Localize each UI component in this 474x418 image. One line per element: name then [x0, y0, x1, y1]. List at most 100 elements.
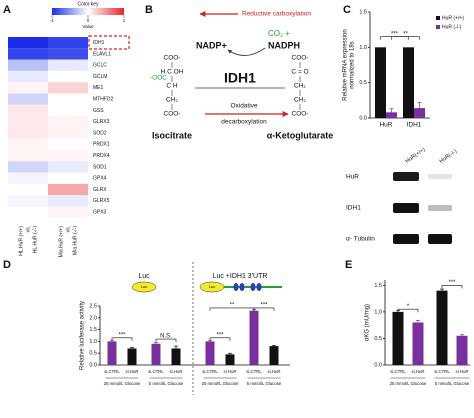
blot-row-label: α- Tubulin — [346, 236, 375, 243]
heatmap-cell — [8, 104, 48, 117]
gene-label: PRDX1 — [93, 142, 110, 148]
y-tick-label: 1.0 — [89, 339, 97, 345]
gene-label: ME1 — [93, 85, 104, 91]
x-tick-label: si.CTRL — [434, 369, 450, 374]
heatmap-cell — [8, 206, 48, 218]
y-tick-label: 0.5 — [374, 336, 382, 342]
group-label: 5 mmol/L Glucose — [435, 381, 470, 386]
y-tick-label: 1.5 — [374, 283, 382, 289]
heatmap-cell — [48, 206, 88, 218]
icon-text: Luc — [209, 284, 215, 289]
cofactor-arrow — [227, 47, 266, 56]
x-tick-label: si.HuR — [412, 369, 425, 374]
legend-swatch — [436, 25, 440, 29]
bar — [127, 348, 137, 365]
blot-row-label: IDH1 — [346, 205, 361, 212]
column-label: Mia.HuR (-/-) — [72, 226, 78, 255]
bar — [171, 348, 181, 365]
significance-label: ** — [403, 31, 408, 37]
are-elements — [233, 283, 262, 291]
structure-line: COO- — [292, 111, 309, 118]
y-tick-label: 1.5 — [89, 327, 97, 333]
significance-label: *** — [118, 332, 126, 338]
significance-label: * — [407, 304, 410, 310]
panel-label: C — [343, 4, 351, 16]
significance-label: *** — [448, 280, 456, 286]
significance-label: *** — [216, 332, 224, 338]
heatmap-cell — [48, 116, 88, 128]
y-tick-label: 0.5 — [359, 80, 367, 86]
co2-label: CO₂ + — [268, 29, 290, 38]
gene-label: GPX4 — [93, 176, 107, 182]
y-axis-label: αKG (mU/mg) — [365, 304, 371, 341]
heatmap-cell — [8, 59, 48, 71]
group-label: 5 mmol/L Glucose — [247, 381, 282, 386]
x-tick-label: si.CTRL — [390, 369, 406, 374]
blot-band — [428, 174, 452, 179]
blot-band — [428, 205, 452, 211]
significance-bracket — [155, 338, 177, 343]
heatmap-cell — [8, 82, 48, 94]
nadph-label: NADPH — [268, 40, 300, 50]
color-key-tick-label: -1 — [50, 18, 54, 23]
heatmap-cell — [48, 104, 88, 117]
structure-line: CH₂ — [166, 97, 178, 104]
x-tick-label: si.CTRL — [104, 369, 120, 374]
structure-line: C = O — [291, 69, 308, 76]
heatmap-cell — [48, 138, 88, 150]
x-tick-label: IDH1 — [407, 122, 422, 129]
heatmap-cell — [8, 172, 48, 184]
bar — [375, 47, 386, 119]
icon-text: Luc — [141, 284, 147, 289]
structure-branch: -OOC — [150, 75, 167, 82]
column-label: HL.HuR (-/-) — [32, 226, 38, 254]
x-tick-label: si.HuR — [170, 369, 183, 374]
y-tick-label: 1.0 — [374, 309, 382, 315]
heatmap-cell — [8, 93, 48, 105]
y-axis-label: Relative mRNA expression — [343, 29, 349, 100]
bar — [412, 322, 424, 365]
enzyme-label: IDH1 — [224, 70, 256, 86]
panel-label: A — [3, 4, 11, 16]
heatmap-cell — [48, 127, 88, 139]
significance-label: N.S. — [160, 334, 172, 340]
structure-line: COO- — [164, 55, 181, 62]
column-label: Mia.HuR (+/+) — [58, 226, 64, 258]
group-label: 5 mmol/L Glucose — [149, 381, 184, 386]
bar — [205, 341, 215, 365]
x-tick-label: HuR — [379, 122, 392, 129]
gene-label: PRDX4 — [93, 153, 110, 159]
bar — [269, 346, 279, 365]
structure-line: COO- — [164, 111, 181, 118]
heatmap-cell — [8, 127, 48, 139]
blot-band — [393, 234, 419, 244]
substrate-label: Isocitrate — [152, 130, 192, 140]
gene-label: GLRX3 — [93, 119, 110, 125]
highlight-box — [88, 35, 130, 50]
oxidative-label: decarboxylation — [221, 119, 267, 126]
x-tick-label: si.HuR — [224, 369, 237, 374]
structure-line: CH₂ — [294, 83, 306, 90]
legend-swatch — [436, 16, 440, 20]
bar — [249, 310, 259, 365]
panel-label: E — [345, 259, 352, 271]
y-tick-label: 0.5 — [89, 351, 97, 357]
y-tick-label: 2.5 — [89, 303, 97, 309]
y-tick-label: 0.0 — [359, 115, 367, 121]
lane-label: HuR(+/+) — [405, 147, 427, 165]
bar — [392, 311, 404, 365]
heatmap-cell — [8, 183, 48, 196]
heatmap-cell — [8, 150, 48, 162]
legend-label: HuR (+/+) — [442, 15, 464, 21]
heatmap-cell — [8, 37, 48, 49]
significance-bracket — [253, 307, 275, 311]
color-key-tick-label: 0 — [87, 18, 90, 23]
gene-label: IDH1 — [93, 40, 105, 46]
x-tick-label: si.HuR — [268, 369, 281, 374]
gene-label: GCLM — [93, 74, 107, 80]
structure-line: CH₂ — [294, 97, 306, 104]
y-axis-label: normalized to 18s — [350, 41, 356, 88]
blot-band — [428, 234, 452, 244]
heatmap-cell — [48, 195, 88, 207]
